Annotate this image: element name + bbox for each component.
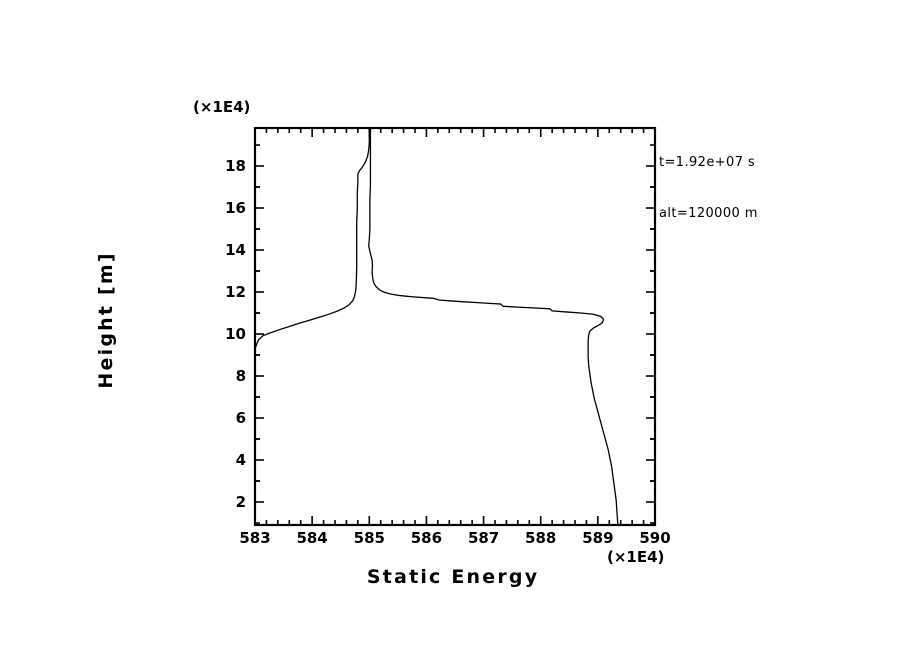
x-tick-label: 585 [353,529,385,547]
y-tick-label: 16 [225,199,246,217]
x-axis-multiplier-label: (×1E4) [607,548,665,566]
annotation-time: t=1.92e+07 s [659,155,756,170]
data-line-static-energy [254,127,619,526]
x-tick-label: 589 [582,529,614,547]
annotation-altitude: alt=120000 m [659,206,758,221]
data-series-group [254,127,619,526]
y-tick-label: 10 [225,325,246,343]
y-tick-label: 18 [225,157,246,175]
plot-annotation: t=1.92e+07 s alt=120000 m [659,120,758,256]
axes-frame [253,126,657,527]
x-tick-label: 587 [467,529,500,547]
axis-ticks [254,128,656,525]
y-axis-multiplier-label: (×1E4) [193,98,251,116]
y-tick-label: 8 [235,367,246,385]
x-tick-label: 583 [239,529,271,547]
x-tick-label: 588 [525,529,557,547]
y-tick-label: 2 [235,493,246,511]
axes-border [253,126,657,527]
y-tick-label: 6 [235,409,246,427]
x-tick-label: 586 [410,529,443,547]
y-tick-label: 14 [225,241,246,259]
x-tick-label: 584 [296,529,328,547]
y-tick-label: 12 [225,283,246,301]
x-axis-title: Static Energy [366,566,540,588]
x-tick-label: 590 [639,529,671,547]
y-tick-label: 4 [235,451,246,469]
